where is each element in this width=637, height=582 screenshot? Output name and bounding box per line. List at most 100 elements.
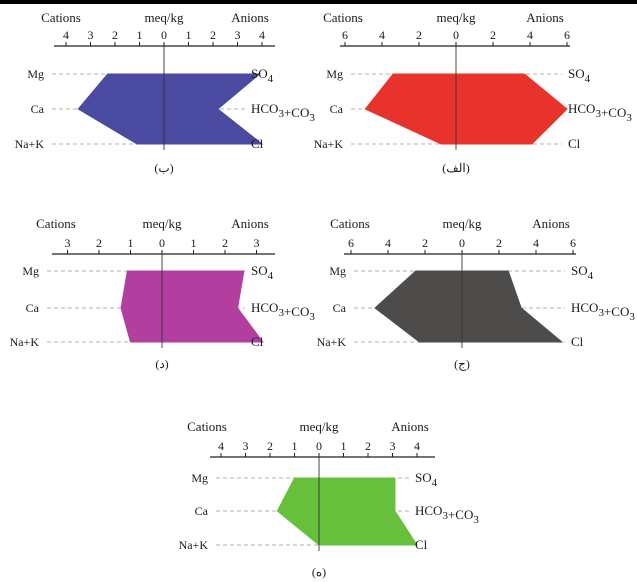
stiff-svg: Cations meq/kg Anions 4 3 2 1 0 1 2 3 4 Mg SO4 Ca HCO3+… <box>15 10 316 175</box>
anion-label: Cl <box>568 136 581 151</box>
diagram-caption: (ه) <box>312 565 326 579</box>
cation-label: Ca <box>330 102 344 116</box>
tick-label: 1 <box>137 28 143 42</box>
stiff-svg: Cations meq/kg Anions 4 3 2 1 0 1 2 3 4 Mg SO4 Ca HCO3+… <box>179 419 480 579</box>
cations-label: Cations <box>323 10 363 25</box>
tick-label: 0 <box>459 236 465 250</box>
tick-label: 4 <box>527 28 533 42</box>
diagram-caption: (الف) <box>442 161 469 175</box>
anion-label: HCO3+CO3 <box>415 503 479 526</box>
tick-label: 2 <box>112 28 118 42</box>
tick-label: 6 <box>564 28 570 42</box>
meq-kg-label: meq/kg <box>300 419 339 434</box>
tick-label: 2 <box>96 236 102 250</box>
stiff-polygon <box>77 73 264 145</box>
anion-label: SO4 <box>571 263 594 282</box>
tick-label: 4 <box>63 28 69 42</box>
cation-label: Na+K <box>179 538 209 552</box>
tick-label: 1 <box>186 28 192 42</box>
tick-label: 4 <box>414 439 420 453</box>
stiff-diagram-he: Cations meq/kg Anions 4 3 2 1 0 1 2 3 4 Mg SO4 Ca HCO3+… <box>160 414 500 582</box>
diagram-caption: (ب) <box>154 161 173 175</box>
anion-label: SO4 <box>251 263 274 282</box>
cation-label: Mg <box>329 264 346 278</box>
meq-kg-label: meq/kg <box>437 10 476 25</box>
tick-label: 2 <box>422 236 428 250</box>
tick-label: 4 <box>385 236 391 250</box>
tick-label: 1 <box>292 439 298 453</box>
tick-label: 0 <box>159 236 165 250</box>
anions-label: Anions <box>231 216 269 231</box>
tick-label: 6 <box>348 236 354 250</box>
anion-label: HCO3+CO3 <box>571 300 635 323</box>
anions-label: Anions <box>526 10 564 25</box>
cations-label: Cations <box>187 419 227 434</box>
cation-label: Na+K <box>15 137 45 151</box>
cation-label: Mg <box>191 471 208 485</box>
tick-label: 2 <box>210 28 216 42</box>
tick-label: 0 <box>316 439 322 453</box>
cation-label: Mg <box>326 67 343 81</box>
meq-kg-label: meq/kg <box>443 216 482 231</box>
stiff-diagram-alef: Cations meq/kg Anions 6 4 2 0 2 4 6 Mg SO4 Ca HCO3+CO… <box>308 8 637 184</box>
stiff-diagram-jim: Cations meq/kg Anions 6 4 2 0 2 4 6 Mg SO4 Ca HCO3+CO… <box>308 212 637 378</box>
tick-label: 0 <box>161 28 167 42</box>
tick-label: 2 <box>490 28 496 42</box>
stiff-polygon <box>276 477 418 546</box>
anion-label: Cl <box>251 136 264 151</box>
anion-label: HCO3+CO3 <box>251 300 315 323</box>
tick-label: 4 <box>259 28 265 42</box>
tick-label: 2 <box>416 28 422 42</box>
tick-label: 2 <box>267 439 273 453</box>
cation-label: Na+K <box>317 335 347 349</box>
meq-kg-label: meq/kg <box>145 10 184 25</box>
tick-label: 3 <box>254 236 260 250</box>
anions-label: Anions <box>391 419 429 434</box>
anion-label: SO4 <box>251 66 274 85</box>
cations-label: Cations <box>36 216 76 231</box>
anions-label: Anions <box>231 10 269 25</box>
cation-label: Mg <box>22 264 39 278</box>
diagram-caption: (ج) <box>454 357 470 371</box>
tick-label: 3 <box>88 28 94 42</box>
stiff-polygon <box>364 73 568 145</box>
cation-label: Ca <box>26 301 40 315</box>
cation-label: Mg <box>27 67 44 81</box>
anion-label: HCO3+CO3 <box>251 101 315 124</box>
anions-label: Anions <box>532 216 570 231</box>
tick-label: 6 <box>342 28 348 42</box>
anion-label: Cl <box>415 537 428 552</box>
tick-label: 1 <box>341 439 347 453</box>
stiff-polygon <box>120 270 264 343</box>
tick-label: 2 <box>365 439 371 453</box>
anion-label: Cl <box>251 334 264 349</box>
anion-label: HCO3+CO3 <box>568 101 632 124</box>
cation-label: Na+K <box>314 137 344 151</box>
tick-label: 1 <box>128 236 134 250</box>
tick-label: 2 <box>496 236 502 250</box>
tick-label: 3 <box>243 439 249 453</box>
tick-label: 6 <box>570 236 576 250</box>
cation-label: Ca <box>333 301 347 315</box>
diagram-caption: (د) <box>155 357 168 371</box>
tick-label: 4 <box>218 439 224 453</box>
stiff-diagram-dal: Cations meq/kg Anions 3 2 1 0 1 2 3 Mg SO4 Ca HCO3+CO… <box>0 212 318 378</box>
cations-label: Cations <box>330 216 370 231</box>
tick-label: 2 <box>222 236 228 250</box>
stiff-svg: Cations meq/kg Anions 3 2 1 0 1 2 3 Mg SO4 Ca HCO3+CO… <box>10 216 316 371</box>
anion-label: Cl <box>571 334 584 349</box>
cation-label: Ca <box>195 504 209 518</box>
tick-label: 4 <box>533 236 539 250</box>
tick-label: 1 <box>191 236 197 250</box>
top-border-rule <box>0 0 637 4</box>
cation-label: Ca <box>31 102 45 116</box>
stiff-polygon <box>374 270 564 343</box>
tick-label: 3 <box>235 28 241 42</box>
tick-label: 4 <box>379 28 385 42</box>
stiff-diagram-b: Cations meq/kg Anions 4 3 2 1 0 1 2 3 4 Mg SO4 Ca HCO3+… <box>0 8 318 184</box>
tick-label: 3 <box>65 236 71 250</box>
tick-label: 0 <box>453 28 459 42</box>
meq-kg-label: meq/kg <box>143 216 182 231</box>
